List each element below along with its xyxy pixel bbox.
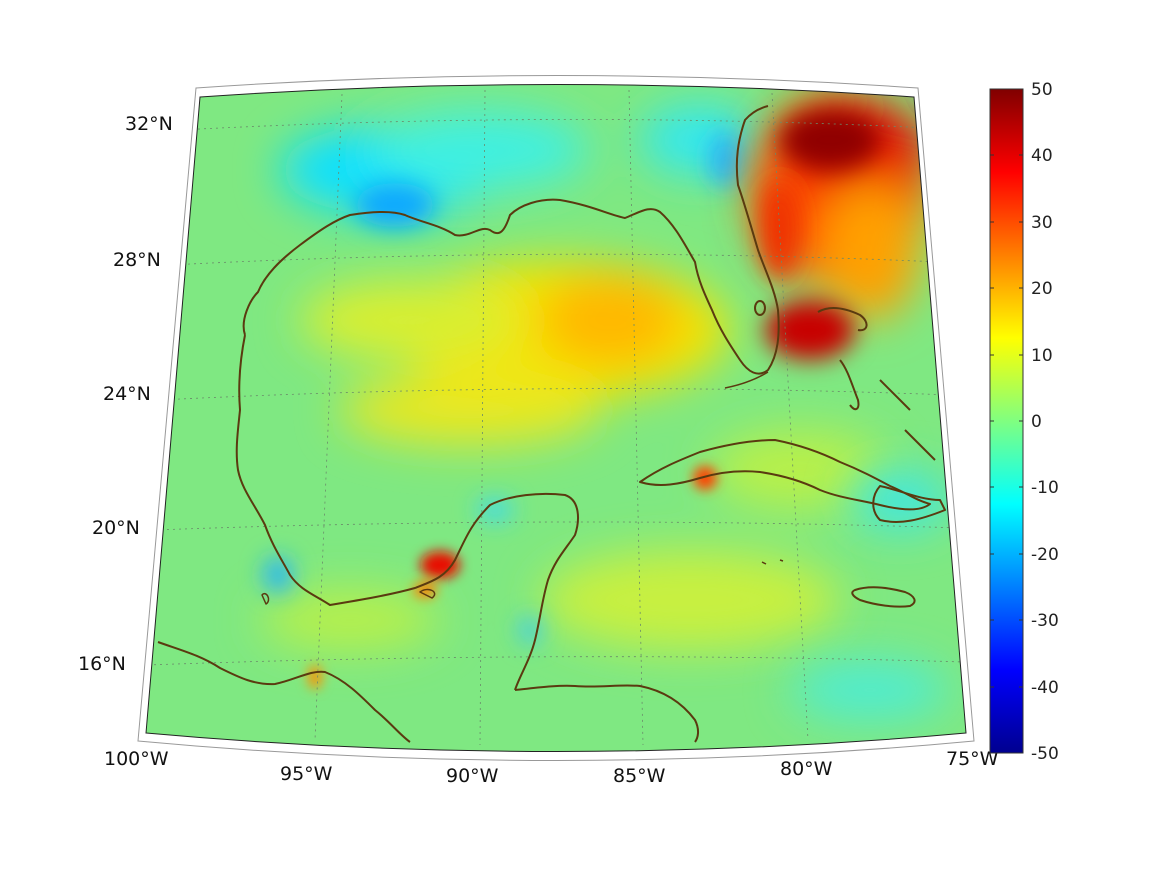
colorbar-gradient (989, 88, 1024, 754)
colorbar-tick-40: 40 (1031, 146, 1053, 166)
lon-tick-100w: 100°W (104, 748, 169, 770)
central-america-coastline (157, 641, 411, 743)
graticule (147, 89, 966, 746)
hispaniola-coastline (872, 485, 946, 523)
colorbar-tick-minus50: -50 (1031, 744, 1059, 764)
colorbar-tick-50: 50 (1031, 80, 1053, 100)
colorbar-tick-minus30: -30 (1031, 611, 1059, 631)
jamaica-coastline (851, 586, 916, 608)
mexico-coastline (235, 334, 579, 691)
coastlines (157, 105, 946, 743)
colorbar-tick-minus20: -20 (1031, 545, 1059, 565)
cuba-coastline (639, 439, 931, 511)
lat-tick-20n: 20°N (92, 517, 140, 539)
anomaly-field (146, 84, 966, 752)
honduras-coastline (514, 684, 699, 743)
colorbar-tick-10: 10 (1031, 346, 1053, 366)
lon-tick-85w: 85°W (613, 765, 666, 787)
lon-tick-90w: 90°W (446, 765, 499, 787)
lat-tick-labels: 16°N 20°N 24°N 28°N 32°N (78, 113, 173, 675)
colorbar-tick-30: 30 (1031, 213, 1053, 233)
colorbar-tick-0: 0 (1031, 412, 1042, 432)
colorbar-tick-minus40: -40 (1031, 678, 1059, 698)
colorbar-tick-minus10: -10 (1031, 478, 1059, 498)
lon-tick-95w: 95°W (280, 763, 333, 785)
lon-tick-75w: 75°W (946, 748, 999, 770)
lon-tick-labels: 100°W 95°W 90°W 85°W 80°W 75°W (104, 748, 999, 787)
colorbar: 50 40 30 20 10 0 -10 -20 -30 -40 -50 (989, 80, 1059, 764)
map-frame (137, 75, 975, 761)
lat-tick-28n: 28°N (113, 249, 161, 271)
lat-tick-24n: 24°N (103, 383, 151, 405)
lon-tick-80w: 80°W (780, 758, 833, 780)
lat-tick-16n: 16°N (78, 653, 126, 675)
bahamas-coastline (817, 307, 936, 461)
lat-tick-32n: 32°N (125, 113, 173, 135)
colorbar-tick-20: 20 (1031, 279, 1053, 299)
us-gulf-coastline (242, 105, 780, 375)
